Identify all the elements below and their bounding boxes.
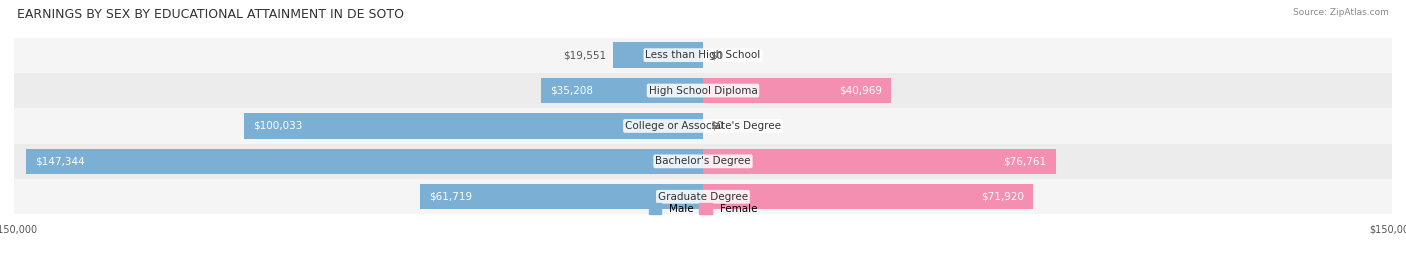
Bar [541,78,703,103]
Text: $100,033: $100,033 [253,121,302,131]
Bar [703,149,1056,174]
Legend: Male, Female: Male, Female [644,199,762,218]
Bar [703,78,891,103]
Text: $0: $0 [710,50,723,60]
Text: $40,969: $40,969 [839,85,882,96]
Bar [703,184,1033,210]
Bar [14,38,1392,73]
Text: $35,208: $35,208 [551,85,593,96]
Text: Graduate Degree: Graduate Degree [658,192,748,202]
Text: Less than High School: Less than High School [645,50,761,60]
Text: $19,551: $19,551 [564,50,606,60]
Bar [14,144,1392,179]
Bar [419,184,703,210]
Bar [14,73,1392,108]
Bar [14,179,1392,214]
Bar [613,42,703,68]
Bar [243,113,703,139]
Text: Source: ZipAtlas.com: Source: ZipAtlas.com [1294,8,1389,17]
Text: EARNINGS BY SEX BY EDUCATIONAL ATTAINMENT IN DE SOTO: EARNINGS BY SEX BY EDUCATIONAL ATTAINMEN… [17,8,404,21]
Text: Bachelor's Degree: Bachelor's Degree [655,156,751,166]
Text: $147,344: $147,344 [35,156,86,166]
Text: $0: $0 [710,121,723,131]
Bar [27,149,703,174]
Text: $71,920: $71,920 [981,192,1024,202]
Text: $76,761: $76,761 [1004,156,1046,166]
Text: $61,719: $61,719 [429,192,472,202]
Bar [14,108,1392,144]
Text: College or Associate's Degree: College or Associate's Degree [626,121,780,131]
Text: High School Diploma: High School Diploma [648,85,758,96]
